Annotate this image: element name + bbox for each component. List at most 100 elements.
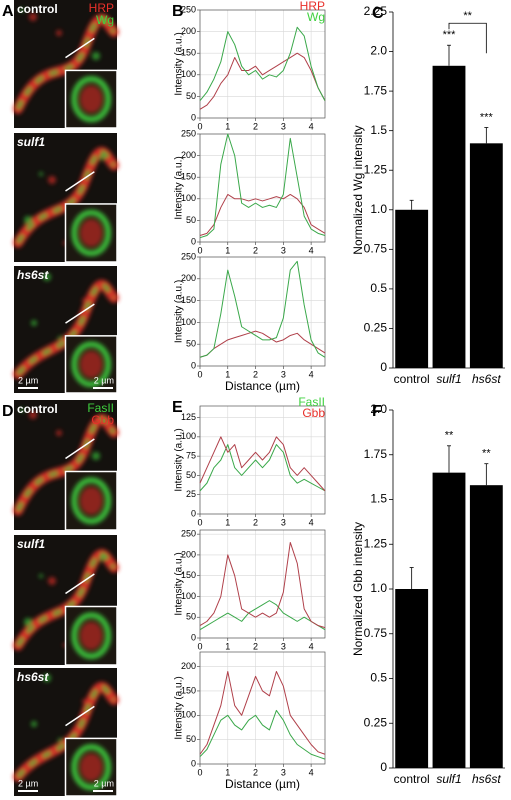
y-tick-label: 100 bbox=[181, 69, 196, 79]
y-tick-label: 150 bbox=[181, 685, 196, 695]
x-tick-label: control bbox=[394, 772, 430, 786]
y-tick-label: 50 bbox=[186, 215, 196, 225]
inset-signal bbox=[71, 477, 112, 525]
bar bbox=[395, 589, 429, 768]
puncta bbox=[56, 30, 62, 36]
profile-line bbox=[199, 600, 326, 631]
y-axis-label: Intensity (a.u.) bbox=[174, 156, 185, 219]
profile-line bbox=[65, 303, 95, 324]
x-tick-label: 0 bbox=[197, 121, 202, 131]
x-tick-label: sulf1 bbox=[436, 772, 461, 786]
inset-bouton bbox=[71, 341, 112, 388]
inset-bouton bbox=[71, 209, 112, 257]
legend-entry: Gbb bbox=[302, 406, 325, 420]
y-tick-label: 250 bbox=[181, 251, 196, 261]
puncta bbox=[20, 8, 24, 12]
profile-line bbox=[199, 26, 326, 102]
profile-line bbox=[199, 709, 326, 760]
plot-frame bbox=[199, 529, 326, 639]
puncta bbox=[39, 172, 43, 176]
puncta bbox=[24, 216, 32, 224]
puncta bbox=[43, 273, 51, 281]
x-tick-label: 3 bbox=[281, 767, 286, 777]
y-tick-label: 0 bbox=[191, 632, 196, 642]
legend-entry: HRP bbox=[300, 0, 325, 13]
y-tick-label: 0 bbox=[380, 760, 387, 774]
inset-scale-bar-label: 2 µm bbox=[94, 778, 114, 788]
y-tick-label: 0.75 bbox=[364, 242, 388, 256]
y-tick-label: 0.25 bbox=[364, 321, 388, 335]
y-tick-label: 1.75 bbox=[364, 83, 388, 97]
panel-letter: C bbox=[372, 5, 384, 22]
x-tick-label: 2 bbox=[253, 767, 258, 777]
plot-frame bbox=[199, 651, 326, 765]
y-tick-label: 200 bbox=[181, 661, 196, 671]
x-tick-label: control bbox=[394, 372, 430, 386]
micrograph bbox=[13, 133, 119, 263]
puncta bbox=[29, 13, 37, 21]
condition-label: hs6st bbox=[17, 268, 49, 282]
x-axis-label: Distance (µm) bbox=[225, 379, 300, 393]
y-tick-label: 1.0 bbox=[370, 581, 387, 595]
y-tick-label: 0.75 bbox=[364, 626, 388, 640]
x-tick-label: hs6st bbox=[472, 372, 501, 386]
y-tick-label: 1.25 bbox=[364, 162, 388, 176]
inset-signal bbox=[71, 341, 112, 388]
x-tick-label: 3 bbox=[281, 641, 286, 651]
significance-label: ** bbox=[463, 10, 472, 22]
puncta bbox=[48, 577, 56, 585]
panel-letter: A bbox=[2, 3, 14, 20]
bar bbox=[395, 209, 429, 368]
plot-frame bbox=[199, 256, 326, 367]
x-tick-label: 3 bbox=[281, 517, 286, 527]
inset-signal bbox=[71, 744, 112, 791]
inset-bouton bbox=[79, 486, 103, 515]
profile-line bbox=[199, 193, 326, 236]
x-tick-label: 1 bbox=[225, 641, 230, 651]
x-tick-label: 4 bbox=[309, 767, 314, 777]
puncta bbox=[75, 596, 81, 602]
x-tick-label: 2 bbox=[253, 121, 258, 131]
puncta bbox=[44, 477, 48, 481]
y-tick-label: 25 bbox=[186, 489, 196, 499]
y-tick-label: 150 bbox=[181, 48, 196, 58]
inset-signal bbox=[71, 76, 112, 123]
x-tick-label: 2 bbox=[253, 517, 258, 527]
significance-bracket bbox=[448, 22, 487, 54]
plot-frame bbox=[199, 133, 326, 243]
y-tick-label: 0 bbox=[380, 360, 387, 374]
y-axis-label: Intensity (a.u.) bbox=[174, 280, 185, 343]
legend-entry: Wg bbox=[307, 10, 325, 24]
plot-frame bbox=[199, 405, 326, 515]
y-tick-label: 1.25 bbox=[364, 536, 388, 550]
y-axis-label: Intensity (a.u.) bbox=[174, 32, 185, 95]
profile-line bbox=[199, 260, 326, 358]
puncta bbox=[82, 298, 86, 302]
y-axis-label: Normalized Wg intensity bbox=[351, 125, 365, 254]
bar bbox=[469, 485, 503, 768]
inset-bouton bbox=[79, 219, 103, 247]
y-tick-label: 100 bbox=[181, 317, 196, 327]
inset-bouton bbox=[71, 612, 112, 660]
y-tick-label: 150 bbox=[181, 295, 196, 305]
y-tick-label: 0 bbox=[191, 236, 196, 246]
x-tick-label: 4 bbox=[309, 121, 314, 131]
puncta bbox=[75, 194, 81, 200]
condition-label: sulf1 bbox=[17, 135, 45, 149]
puncta bbox=[24, 618, 32, 626]
inset-scale-bar-label: 2 µm bbox=[94, 375, 114, 385]
y-tick-label: 0 bbox=[191, 508, 196, 518]
bar bbox=[469, 143, 503, 368]
profile-line bbox=[65, 705, 95, 727]
x-tick-label: 4 bbox=[309, 517, 314, 527]
micrograph bbox=[13, 0, 119, 129]
condition-label: hs6st bbox=[17, 670, 49, 684]
significance-label: ** bbox=[445, 430, 454, 442]
puncta bbox=[82, 699, 86, 703]
y-tick-label: 250 bbox=[181, 4, 196, 14]
y-tick-label: 250 bbox=[181, 128, 196, 138]
y-tick-label: 1.75 bbox=[364, 447, 388, 461]
channel-signal bbox=[16, 17, 116, 110]
micrograph bbox=[13, 535, 119, 666]
